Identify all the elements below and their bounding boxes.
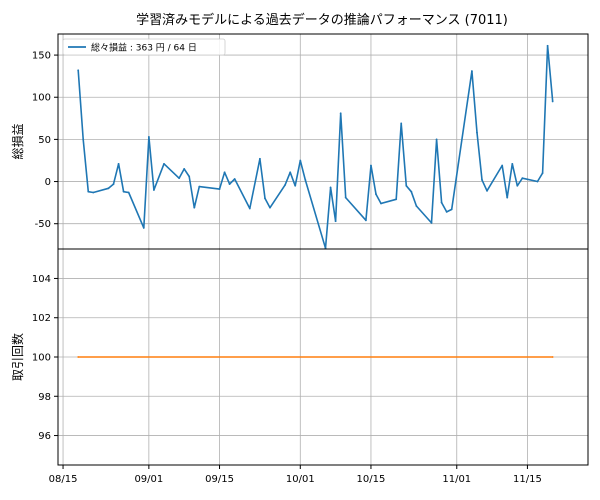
plot-frame [57,33,589,250]
data-point [365,219,367,222]
data-point [400,122,403,125]
data-point [218,188,221,191]
data-point [471,70,473,72]
data-point [445,211,448,213]
data-point [299,159,302,162]
y-tick-label: 98 [38,392,51,403]
y-tick-label: 104 [32,274,51,285]
data-point [188,175,191,178]
data-point [546,44,549,47]
data-point [501,164,504,167]
data-point [344,196,347,199]
y-axis-label: 取引回数 [10,333,25,381]
data-point [405,184,408,187]
data-point [92,191,95,194]
x-tick-label: 11/15 [513,474,542,485]
data-point [516,184,519,187]
data-point [410,190,413,193]
data-point [107,187,110,190]
data-point [329,186,332,189]
y-tick-label: 100 [32,93,51,104]
data-point [430,221,433,224]
x-tick-label: 09/01 [134,474,163,485]
data-point [375,193,377,196]
y-tick-label: 50 [38,135,51,146]
data-point [536,180,539,183]
series-layer [77,44,554,358]
y-tick-label: 96 [38,431,51,442]
data-point [178,177,181,180]
data-point [248,207,251,210]
y-tick-label: 0 [45,177,51,188]
data-point [112,183,115,185]
series-line [77,44,554,249]
x-tick-label: 10/01 [286,474,315,485]
y-axis-label: 総損益 [10,123,25,159]
y-tick-label: 102 [32,313,51,324]
data-point [77,69,80,72]
data-point [127,191,130,194]
data-point [163,162,165,165]
data-point [486,189,488,192]
data-point [147,135,150,138]
data-point [198,185,201,188]
data-point [395,198,398,201]
data-point [334,220,337,223]
data-point [440,201,443,204]
data-point [541,172,544,175]
data-point [481,178,483,181]
data-point [193,206,196,209]
data-point [153,189,155,191]
data-point [304,178,307,181]
x-tick-label: 09/15 [205,474,234,485]
data-point [511,162,514,165]
data-point [370,164,372,167]
legend: 総々損益 : 363 円 / 64 日 [62,38,226,56]
data-point [77,356,80,358]
data-point [521,177,524,180]
data-point [82,138,85,141]
data-point [435,138,438,141]
axes-layer: -50 0 50 100 150 総損益 96 98 100 102 104 取引回数 08/15 09/… [10,33,589,485]
legend-label: 総々損益 : 363 円 / 64 日 [91,42,197,54]
data-point [415,205,418,207]
data-point [476,131,478,134]
chart-title: 学習済みモデルによる過去データの推論パフォーマンス (7011) [136,12,508,28]
data-point [233,178,236,180]
x-tick-label: 10/15 [357,474,386,485]
data-point [551,100,554,103]
x-tick-label: 11/01 [442,474,471,485]
y-tick-label: -50 [35,219,51,230]
data-point [122,190,125,193]
data-point [117,162,120,165]
data-point [264,197,266,200]
data-point [228,183,231,185]
plot-frame [57,248,589,466]
data-point [259,157,261,160]
data-point [551,356,554,358]
y-tick-label: 150 [32,51,51,62]
data-point [380,202,382,205]
data-point [142,227,145,229]
data-point [506,196,509,199]
data-point [269,206,271,209]
data-point [289,171,292,174]
data-point [183,168,186,170]
data-point [284,184,287,186]
y-tick-label: 100 [32,353,51,364]
data-point [339,112,342,115]
data-point [223,171,226,174]
x-tick-label: 08/15 [49,474,78,485]
data-point [294,184,297,187]
data-point [450,208,453,211]
legend-box [62,38,226,56]
data-point [87,190,90,193]
